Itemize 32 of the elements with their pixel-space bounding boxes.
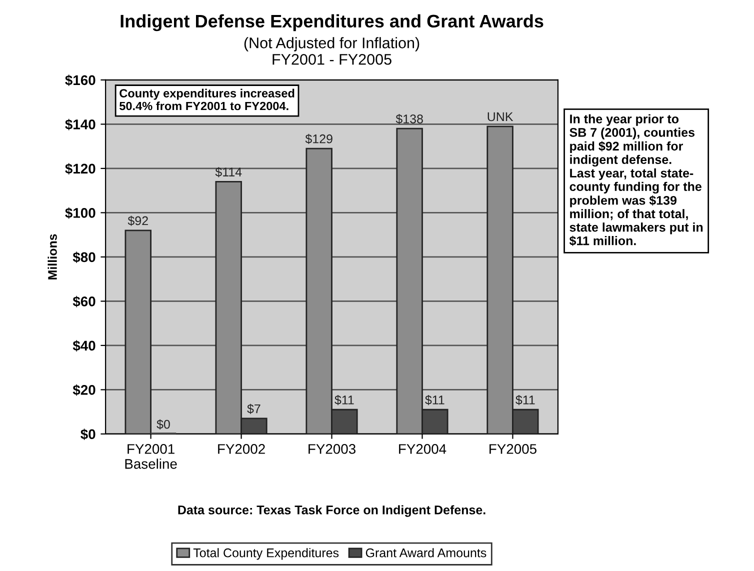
source-note: Data source: Texas Task Force on Indigent Defense. [178,505,486,517]
data-label: $11 [516,394,535,406]
data-label: $11 [334,394,354,406]
legend-label: Grant Award Amounts [366,548,486,558]
y-tick-label: $140 [65,118,96,130]
y-axis-title: Millions [48,234,57,280]
x-tick-label: FY2005 [490,444,536,454]
data-label: $92 [128,216,148,226]
x-tick-label: FY2001 Baseline [125,444,177,469]
y-tick-label: $160 [65,74,96,86]
y-tick-label: $0 [80,428,96,440]
data-label: $7 [247,404,260,414]
chart-title: Indigent Defense Expenditures and Grant Awards [120,14,544,32]
legend-label: Total County Expenditures [193,548,339,560]
data-label: $11 [425,394,444,406]
data-label: UNK [488,112,514,122]
text: In the year prior to SB 7 (2001), counties paid $92 million for indigent defense. Last year, total state- county funding for the problem was $139 million; of that total, state lawmakers put in $11 million. [569,114,703,246]
y-tick-label: $100 [65,207,96,219]
data-label: $138 [396,114,423,124]
y-tick-label: $120 [65,163,96,175]
y-tick-label: $20 [72,384,96,396]
chart-subtitle: (Not Adjusted for Inflation) FY2001 - FY2005 [244,37,420,65]
y-tick-label: $60 [72,296,96,308]
y-tick-label: $40 [72,340,96,352]
x-tick-label: FY2003 [308,444,356,454]
x-tick-label: FY2002 [218,444,265,454]
x-tick-label: FY2004 [399,444,446,454]
data-label: $129 [305,134,332,144]
annotation: County expenditures increased 50.4% from FY2001 to FY2004. [119,88,294,110]
y-tick-label: $80 [72,252,96,264]
data-label: $114 [215,167,242,178]
data-label: $0 [156,419,170,430]
